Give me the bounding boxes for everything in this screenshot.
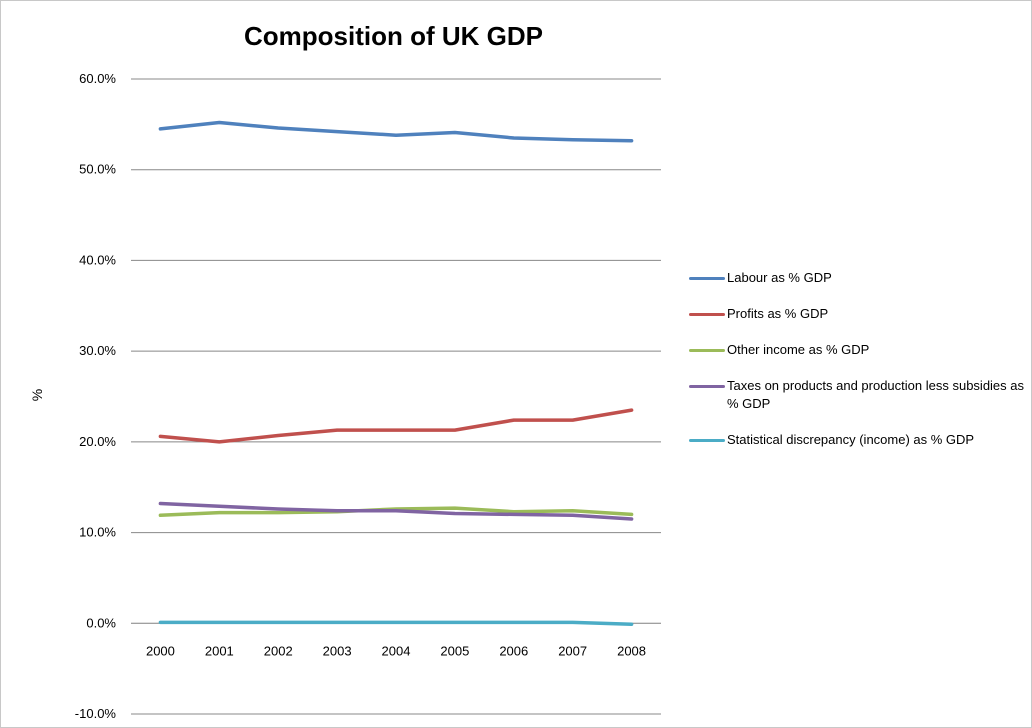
chart-title: Composition of UK GDP [244,21,543,51]
y-tick-label: -10.0% [75,706,117,721]
y-tick-labels: -10.0% 0.0% 10.0% 20.0% 30.0% 40.0% 50.0% 60.0% [75,71,117,721]
series-line-1 [158,120,634,143]
y-tick-label: 30.0% [79,343,116,358]
x-tick-label: 2000 [146,643,175,658]
x-tick-label: 2001 [205,643,234,658]
gridlines [131,78,661,715]
legend-label: Taxes on products and production less su… [727,378,1025,411]
x-tick-label: 2008 [617,643,646,658]
series-line-3 [158,506,634,518]
legend-label: Other income as % GDP [727,342,870,357]
series-line-5 [158,620,634,626]
x-tick-label: 2003 [323,643,352,658]
legend-item-4: Taxes on products and production less su… [689,377,1029,413]
legend-label: Profits as % GDP [727,306,829,321]
legend-label: Labour as % GDP [727,270,832,285]
y-tick-label: 0.0% [86,615,116,630]
y-tick-label: 10.0% [79,525,116,540]
x-tick-label: 2005 [440,643,469,658]
legend-item-2: Profits as % GDP [689,305,1029,323]
y-tick-label: 40.0% [79,252,116,267]
x-tick-label: 2002 [264,643,293,658]
series-line-4 [158,501,634,521]
legend-swatch [689,277,725,280]
legend-swatch [689,349,725,352]
x-tick-label: 2007 [558,643,587,658]
x-tick-label: 2006 [499,643,528,658]
x-tick-label: 2004 [382,643,411,658]
legend-swatch [689,439,725,442]
series-line-2 [158,408,634,444]
legend-item-5: Statistical discrepancy (income) as % GD… [689,431,1029,449]
legend-swatch [689,385,725,388]
y-tick-label: 50.0% [79,162,116,177]
x-tick-labels: 2000 2001 2002 2003 2004 2005 2006 2007 2008 [146,643,646,658]
legend-label: Statistical discrepancy (income) as % GD… [727,432,975,447]
legend-swatch [689,313,725,316]
legend-item-1: Labour as % GDP [689,269,1029,287]
legend: Labour as % GDP Profits as % GDP Other inc… [689,269,1029,467]
series-lines [158,120,634,626]
y-tick-label: 60.0% [79,71,116,86]
legend-item-3: Other income as % GDP [689,341,1029,359]
y-tick-label: 20.0% [79,434,116,449]
